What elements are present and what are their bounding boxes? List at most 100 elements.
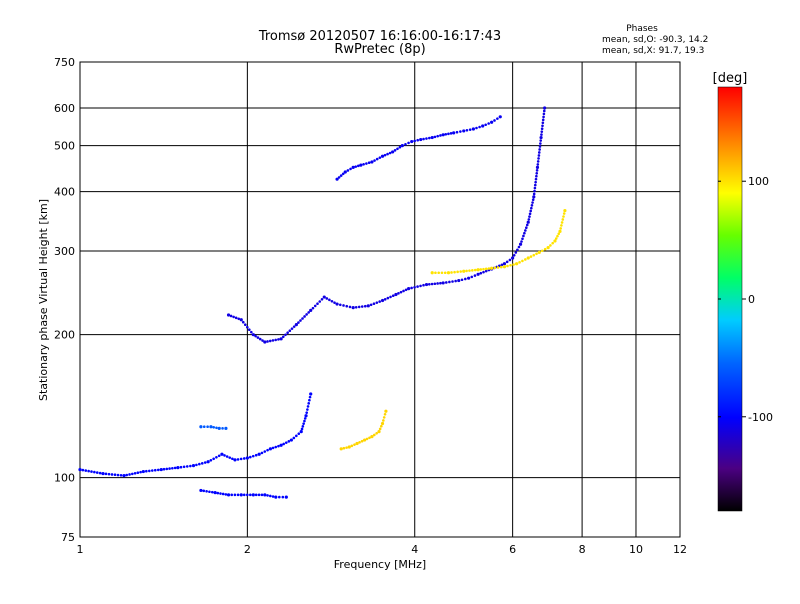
x-tick-label: 10 <box>629 543 643 556</box>
data-point <box>353 443 356 446</box>
data-point <box>553 239 557 243</box>
data-point <box>205 490 208 493</box>
data-point <box>292 436 296 440</box>
data-point <box>301 425 305 428</box>
data-point <box>263 340 267 344</box>
data-point <box>484 267 488 271</box>
data-point <box>199 425 203 429</box>
data-point <box>416 285 419 288</box>
data-point <box>471 269 474 272</box>
data-point <box>384 409 388 413</box>
data-point <box>366 304 370 308</box>
data-point <box>539 139 543 142</box>
data-point <box>309 392 313 396</box>
data-point <box>221 427 224 430</box>
trace-3 <box>430 208 567 275</box>
data-point <box>279 337 283 341</box>
data-point <box>538 145 542 148</box>
data-point <box>487 267 491 270</box>
data-point <box>257 493 261 497</box>
data-point <box>305 313 308 316</box>
data-point <box>328 298 331 302</box>
data-point <box>543 106 547 110</box>
data-point <box>530 204 534 207</box>
data-point <box>393 149 397 152</box>
data-point <box>225 455 229 458</box>
data-point <box>260 493 264 497</box>
y-tick-label: 400 <box>54 186 75 199</box>
data-point <box>365 162 368 165</box>
data-point <box>419 137 423 142</box>
data-point <box>542 115 545 119</box>
data-point <box>532 253 536 257</box>
data-point <box>439 281 442 285</box>
data-point <box>533 189 536 193</box>
data-point <box>245 493 249 497</box>
data-point <box>303 315 306 318</box>
data-point <box>537 154 541 157</box>
data-point <box>335 177 339 181</box>
data-point <box>402 289 405 293</box>
data-point <box>254 493 258 497</box>
data-point <box>217 454 221 458</box>
data-point <box>468 128 472 131</box>
data-point <box>535 165 540 169</box>
data-point <box>219 492 222 495</box>
data-point <box>139 470 142 474</box>
data-point <box>535 252 538 256</box>
data-point <box>433 135 437 139</box>
data-point <box>258 337 262 341</box>
data-point <box>185 465 189 468</box>
data-point <box>560 221 564 224</box>
data-point <box>354 165 358 168</box>
data-point <box>191 464 196 468</box>
data-point <box>282 442 285 446</box>
data-point <box>436 134 439 138</box>
data-point <box>213 491 217 495</box>
data-point <box>536 163 540 166</box>
data-point <box>153 468 157 472</box>
data-point <box>226 313 231 317</box>
data-point <box>349 167 352 171</box>
data-point <box>482 270 485 274</box>
data-point <box>232 315 235 319</box>
data-point <box>342 304 345 307</box>
data-point <box>475 126 478 130</box>
data-point <box>133 471 137 475</box>
data-point <box>509 263 512 267</box>
data-point <box>493 119 496 122</box>
data-point <box>165 467 169 471</box>
data-point <box>377 430 381 434</box>
data-point <box>209 425 213 429</box>
data-point <box>84 469 88 472</box>
data-point <box>278 495 281 499</box>
data-point <box>176 465 180 470</box>
data-point <box>182 465 186 469</box>
data-point <box>430 282 434 286</box>
data-point <box>251 333 255 337</box>
data-point <box>281 495 285 499</box>
data-point <box>199 488 203 493</box>
data-point <box>454 279 457 283</box>
phases-heading: Phases <box>626 24 658 34</box>
data-point <box>306 408 309 411</box>
data-point <box>452 131 456 135</box>
data-point <box>496 266 500 269</box>
data-point <box>525 226 528 230</box>
data-point <box>468 269 471 272</box>
data-point <box>378 156 382 159</box>
data-point <box>437 271 441 275</box>
data-point <box>482 267 485 271</box>
data-point <box>451 280 454 283</box>
data-point <box>128 473 131 476</box>
data-point <box>274 495 278 499</box>
data-point <box>209 458 213 462</box>
data-point <box>101 471 105 476</box>
data-point <box>325 297 329 300</box>
data-point <box>316 302 319 306</box>
data-point <box>217 426 221 430</box>
data-point <box>306 405 310 408</box>
data-point <box>263 493 267 497</box>
data-point <box>198 462 201 466</box>
data-point <box>266 340 269 343</box>
